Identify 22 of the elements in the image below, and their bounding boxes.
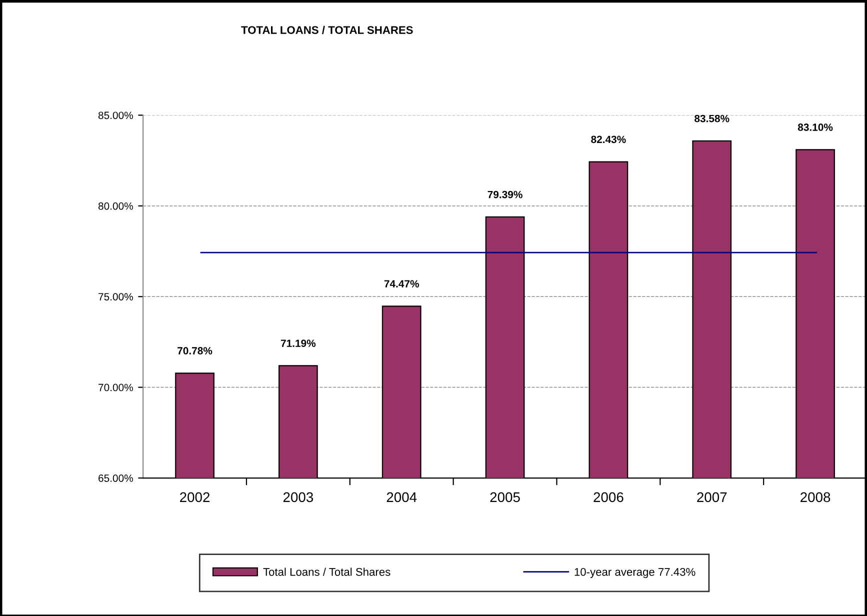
- x-tick-label: 2008: [800, 492, 830, 502]
- y-tick-label: 85.00%: [98, 112, 133, 120]
- data-label: 74.47%: [384, 280, 419, 288]
- data-label: 83.10%: [798, 124, 833, 131]
- data-label: 79.39%: [488, 190, 522, 198]
- data-label: 71.19%: [280, 340, 316, 347]
- data-label: 82.43%: [591, 136, 626, 144]
- data-label: 83.58%: [694, 114, 730, 122]
- x-tick-label: 2005: [490, 492, 520, 502]
- x-tick-label: 2007: [697, 492, 727, 502]
- y-tick-label: 70.00%: [98, 384, 133, 392]
- y-tick-label: 80.00%: [98, 202, 133, 210]
- x-tick-label: 2002: [180, 492, 210, 502]
- y-tick-label: 65.00%: [98, 474, 133, 482]
- x-tick-label: 2004: [386, 492, 417, 502]
- x-tick-label: 2006: [594, 492, 624, 502]
- y-tick-label: 75.00%: [98, 293, 133, 300]
- x-tick-label: 2003: [283, 492, 314, 502]
- data-label: 70.78%: [178, 347, 212, 354]
- chart-title: TOTAL LOANS / TOTAL SHARES: [241, 26, 413, 34]
- legend-label: 10-year average 77.43%: [574, 568, 696, 578]
- legend-label: Total Loans / Total Shares: [263, 568, 390, 576]
